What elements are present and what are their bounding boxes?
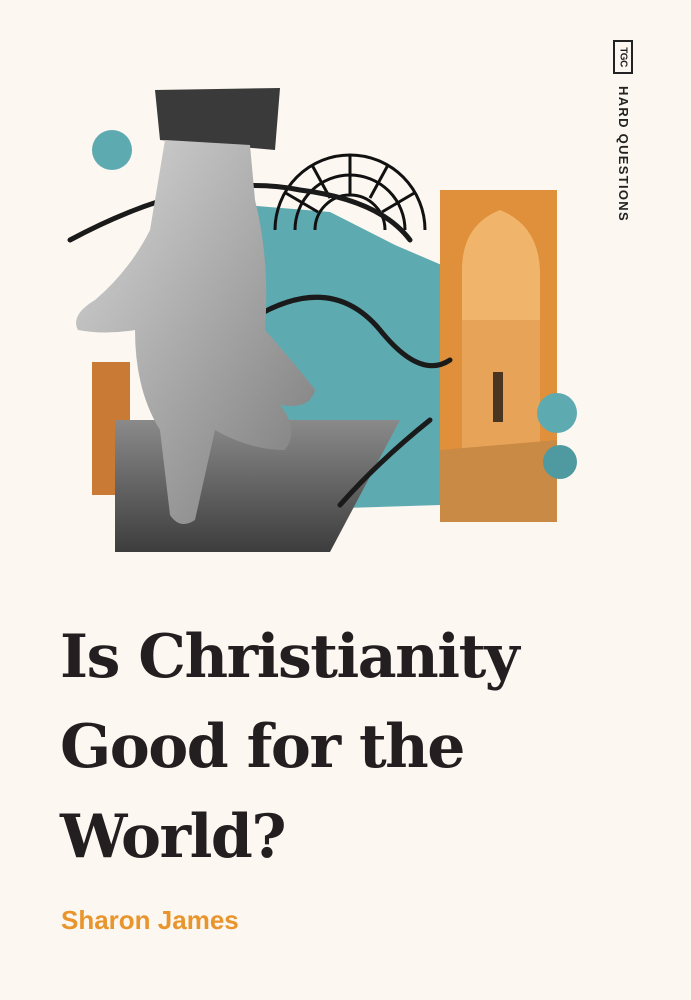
series-name: HARD QUESTIONS <box>616 86 631 222</box>
teal-circle-right-1 <box>537 393 577 433</box>
arch-photo <box>440 190 557 522</box>
author-name: Sharon James <box>61 905 239 935</box>
cover-collage-illustration <box>67 88 577 552</box>
radiating-lines-semicircle <box>273 153 427 231</box>
teal-circle-right-2 <box>543 445 577 479</box>
title-line: World? <box>60 802 287 872</box>
hand-photo <box>76 88 315 524</box>
teal-circle-top-left <box>92 130 132 170</box>
title-line: Good for the <box>60 712 465 782</box>
title-line: Is Christianity <box>60 622 520 692</box>
book-title: Is Christianity Good for the World? <box>60 612 660 882</box>
tgc-logo: TGC <box>613 40 633 74</box>
teal-map-shape <box>245 205 478 508</box>
black-brush-stroke <box>67 183 453 508</box>
